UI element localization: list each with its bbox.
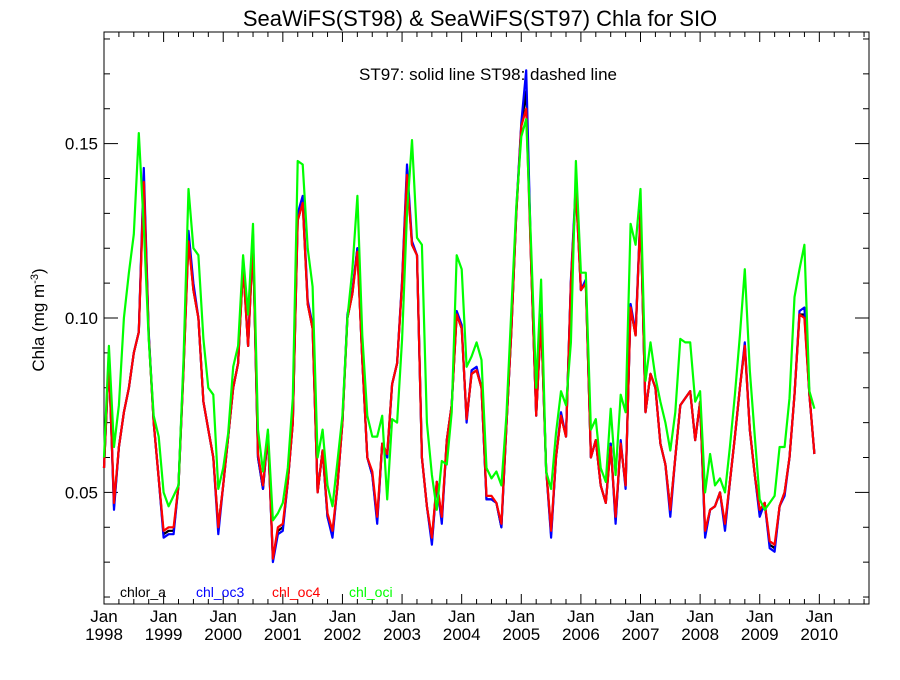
y-axis-label-main: Chla (mg m — [29, 284, 48, 372]
x-tick-label-month: Jan — [448, 607, 475, 626]
y-tick-label: 0.15 — [65, 135, 98, 154]
legend-item-chl_oci: chl_oci — [349, 584, 393, 600]
chart-annotation: ST97: solid line ST98: dashed line — [359, 65, 617, 84]
x-tick-label-year: 2002 — [324, 625, 362, 644]
plot-area: Jan1998Jan1999Jan2000Jan2001Jan2002Jan20… — [65, 31, 870, 644]
series-line-chl_oc4 — [102, 107, 816, 560]
x-tick-label-month: Jan — [508, 607, 535, 626]
x-tick-label-year: 2009 — [741, 625, 779, 644]
x-tick-label-month: Jan — [806, 607, 833, 626]
y-tick-label: 0.10 — [65, 309, 98, 328]
x-tick-label-month: Jan — [210, 607, 237, 626]
x-tick-label-month: Jan — [627, 607, 654, 626]
x-tick-label-year: 2000 — [204, 625, 242, 644]
x-tick-label-month: Jan — [269, 607, 296, 626]
x-tick-label-month: Jan — [90, 607, 117, 626]
y-axis-label-sup: -3 — [29, 274, 41, 284]
legend-item-chl_oc3: chl_oc3 — [196, 584, 244, 600]
y-tick-label: 0.05 — [65, 483, 98, 502]
chart-title: SeaWiFS(ST98) & SeaWiFS(ST97) Chla for S… — [243, 6, 717, 31]
x-tick-label-month: Jan — [329, 607, 356, 626]
x-tick-label-year: 2001 — [264, 625, 302, 644]
x-tick-label-month: Jan — [567, 607, 594, 626]
x-tick-label-year: 1999 — [145, 625, 183, 644]
x-tick-label-month: Jan — [746, 607, 773, 626]
legend-item-chlor_a: chlor_a — [120, 584, 166, 600]
x-tick-label-year: 2003 — [383, 625, 421, 644]
x-tick-label-year: 2007 — [622, 625, 660, 644]
x-tick-label-year: 2004 — [443, 625, 481, 644]
x-tick-label-year: 2005 — [502, 625, 540, 644]
series-line-chl_oc3 — [102, 69, 816, 564]
series-line-chlor_a — [102, 90, 816, 560]
x-tick-label-month: Jan — [686, 607, 713, 626]
x-tick-label-year: 1998 — [85, 625, 123, 644]
y-axis-label-close: ) — [29, 268, 48, 274]
x-tick-label-year: 2006 — [562, 625, 600, 644]
series-line-chl_oci — [102, 118, 816, 522]
x-tick-label-year: 2008 — [681, 625, 719, 644]
y-axis-label: Chla (mg m-3) — [29, 268, 48, 371]
legend-item-chl_oc4: chl_oc4 — [272, 584, 320, 600]
x-tick-label-month: Jan — [150, 607, 177, 626]
x-tick-label-month: Jan — [388, 607, 415, 626]
x-tick-label-year: 2010 — [800, 625, 838, 644]
